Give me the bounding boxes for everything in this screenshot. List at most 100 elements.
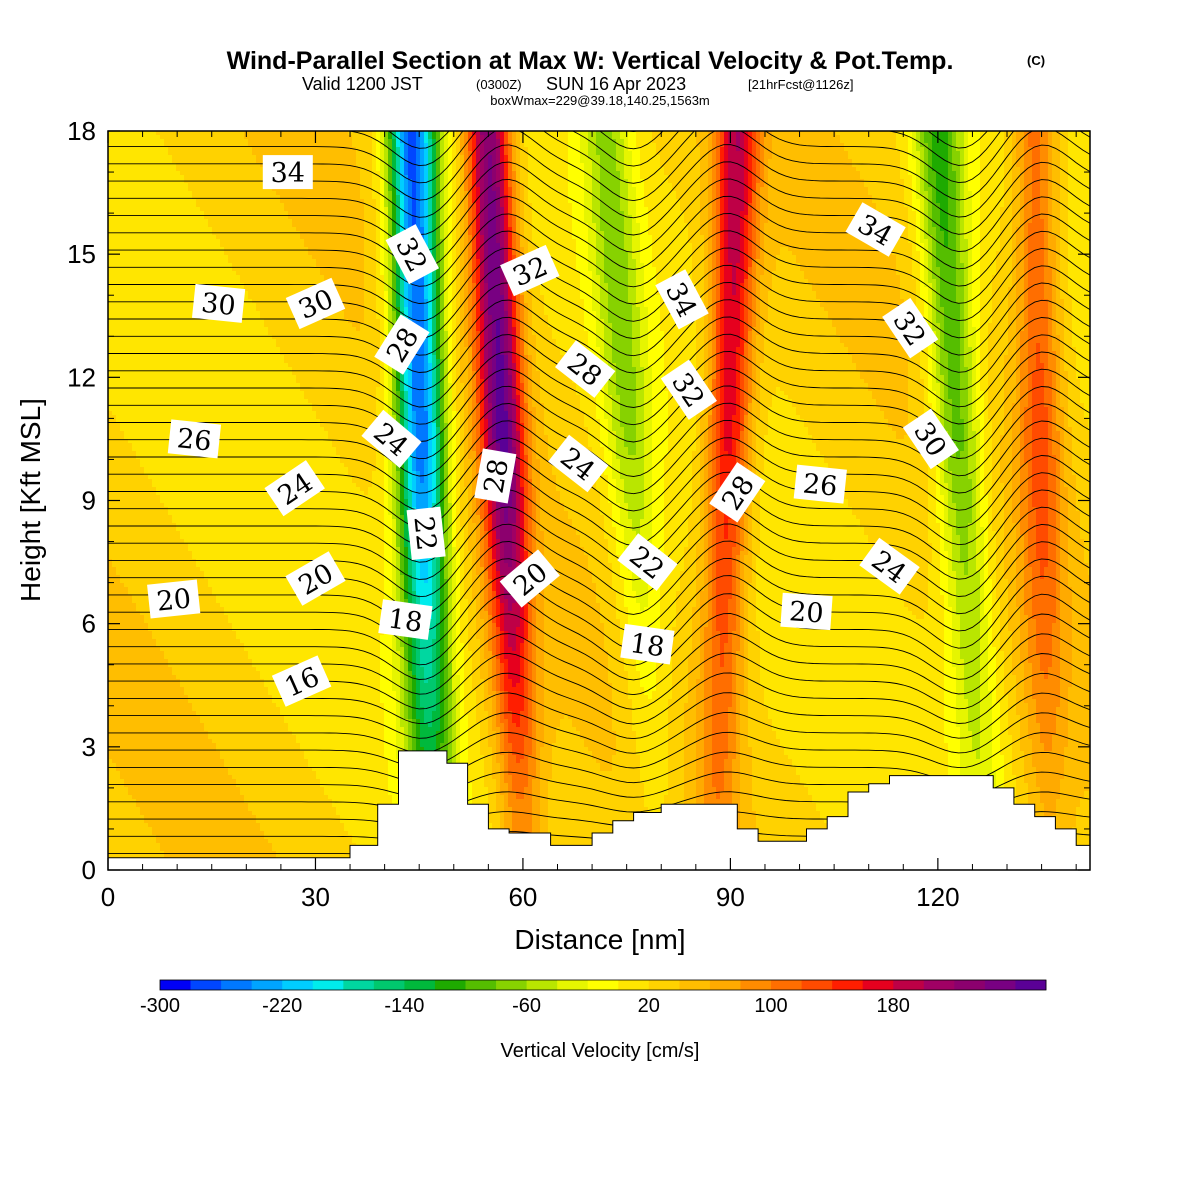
velocity-cell — [168, 275, 173, 280]
velocity-cell — [148, 755, 153, 760]
velocity-cell — [160, 691, 165, 696]
velocity-cell — [164, 451, 169, 456]
velocity-cell — [144, 255, 149, 260]
velocity-cell — [144, 611, 149, 616]
velocity-cell — [144, 847, 149, 852]
velocity-cell — [112, 843, 117, 848]
velocity-cell — [148, 395, 153, 400]
velocity-cell — [168, 771, 173, 776]
velocity-cell — [156, 319, 161, 324]
velocity-cell — [124, 519, 129, 524]
velocity-cell — [180, 399, 185, 404]
velocity-cell — [168, 383, 173, 388]
velocity-cell — [164, 251, 169, 256]
velocity-cell — [136, 223, 141, 228]
velocity-cell — [164, 227, 169, 232]
velocity-cell — [140, 395, 145, 400]
velocity-cell — [140, 311, 145, 316]
velocity-cell — [136, 523, 141, 528]
velocity-cell — [124, 135, 129, 140]
velocity-cell — [136, 763, 141, 768]
velocity-cell — [128, 619, 133, 624]
velocity-cell — [180, 459, 185, 464]
velocity-cell — [172, 519, 177, 524]
velocity-cell — [164, 651, 169, 656]
velocity-cell — [136, 839, 141, 844]
velocity-cell — [112, 255, 117, 260]
velocity-cell — [116, 579, 121, 584]
velocity-cell — [148, 447, 153, 452]
velocity-cell — [128, 515, 133, 520]
velocity-cell — [160, 427, 165, 432]
velocity-cell — [148, 691, 153, 696]
velocity-cell — [144, 243, 149, 248]
velocity-cell — [172, 139, 177, 144]
velocity-cell — [136, 327, 141, 332]
velocity-cell — [168, 799, 173, 804]
velocity-cell — [148, 511, 153, 516]
velocity-cell — [152, 171, 157, 176]
velocity-cell — [132, 615, 137, 620]
velocity-cell — [180, 631, 185, 636]
velocity-cell — [124, 543, 129, 548]
velocity-cell — [112, 203, 117, 208]
velocity-cell — [156, 687, 161, 692]
velocity-cell — [136, 171, 141, 176]
velocity-cell — [116, 739, 121, 744]
velocity-cell — [132, 547, 137, 552]
velocity-cell — [132, 831, 137, 836]
velocity-cell — [144, 747, 149, 752]
velocity-cell — [168, 287, 173, 292]
velocity-cell — [148, 235, 153, 240]
velocity-cell — [148, 751, 153, 756]
velocity-cell — [148, 827, 153, 832]
velocity-cell — [120, 431, 125, 436]
velocity-cell — [156, 823, 161, 828]
velocity-cell — [136, 155, 141, 160]
velocity-cell — [120, 787, 125, 792]
velocity-cell — [116, 311, 121, 316]
velocity-cell — [148, 507, 153, 512]
velocity-cell — [116, 287, 121, 292]
velocity-cell — [132, 183, 137, 188]
velocity-cell — [132, 391, 137, 396]
velocity-cell — [140, 639, 145, 644]
velocity-cell — [116, 719, 121, 724]
velocity-cell — [128, 347, 133, 352]
velocity-cell — [168, 371, 173, 376]
velocity-cell — [148, 159, 153, 164]
velocity-cell — [136, 751, 141, 756]
velocity-cell — [148, 667, 153, 672]
velocity-cell — [128, 363, 133, 368]
velocity-cell — [144, 835, 149, 840]
velocity-cell — [132, 631, 137, 636]
velocity-cell — [160, 227, 165, 232]
velocity-cell — [152, 555, 157, 560]
velocity-cell — [144, 371, 149, 376]
velocity-cell — [176, 807, 181, 812]
velocity-cell — [160, 839, 165, 844]
velocity-cell — [176, 535, 181, 540]
velocity-cell — [132, 283, 137, 288]
velocity-cell — [152, 223, 157, 228]
velocity-cell — [172, 835, 177, 840]
velocity-cell — [144, 443, 149, 448]
velocity-cell — [152, 343, 157, 348]
velocity-cell — [132, 847, 137, 852]
velocity-cell — [156, 703, 161, 708]
velocity-cell — [168, 503, 173, 508]
velocity-cell — [168, 775, 173, 780]
velocity-cell — [148, 195, 153, 200]
velocity-cell — [148, 651, 153, 656]
velocity-cell — [176, 667, 181, 672]
velocity-cell — [140, 431, 145, 436]
velocity-cell — [136, 463, 141, 468]
velocity-cell — [160, 151, 165, 156]
velocity-cell — [112, 607, 117, 612]
velocity-cell — [180, 723, 185, 728]
velocity-cell — [180, 671, 185, 676]
velocity-cell — [148, 383, 153, 388]
velocity-cell — [112, 487, 117, 492]
velocity-cell — [156, 431, 161, 436]
velocity-cell — [180, 319, 185, 324]
